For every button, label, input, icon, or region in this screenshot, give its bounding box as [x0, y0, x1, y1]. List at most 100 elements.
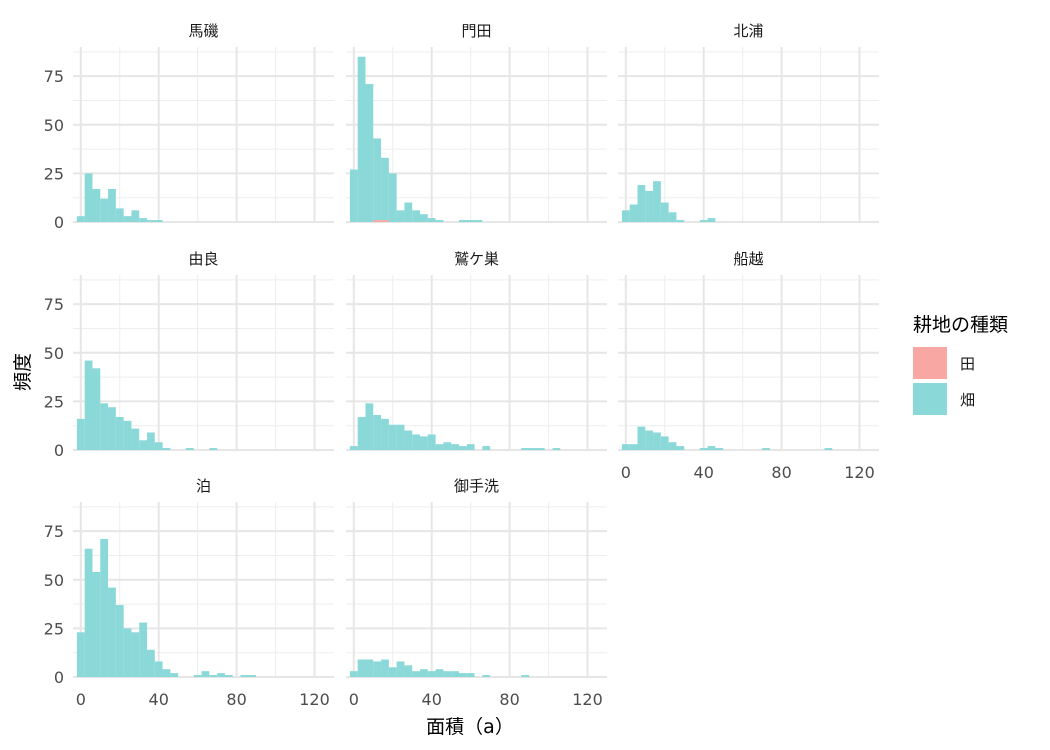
- histogram-bar: [824, 448, 833, 450]
- histogram-bar: [404, 430, 413, 450]
- histogram-bar: [92, 572, 101, 677]
- histogram-bar: [357, 416, 366, 450]
- histogram-bar: [458, 446, 467, 450]
- histogram-bar: [84, 173, 93, 222]
- histogram-bar: [676, 220, 685, 222]
- legend-swatch-field: [913, 383, 947, 415]
- legend-label: 畑: [960, 391, 975, 409]
- histogram-bar: [427, 218, 436, 222]
- x-tick-label: 40: [149, 690, 169, 709]
- x-tick-label: 0: [76, 690, 86, 709]
- histogram-bar: [224, 675, 233, 677]
- histogram-bar: [715, 448, 724, 450]
- histogram-bar: [123, 216, 132, 222]
- histogram-bar: [209, 448, 218, 450]
- histogram-bar: [84, 548, 93, 677]
- histogram-bar: [529, 448, 537, 450]
- y-tick-label: 0: [54, 668, 64, 687]
- histogram-bar: [115, 605, 124, 677]
- histogram-bar: [552, 448, 561, 450]
- histogram-bar: [92, 368, 101, 450]
- x-tick-label: 0: [621, 463, 631, 482]
- y-tick-label: 0: [54, 213, 64, 232]
- histogram-bar: [645, 190, 654, 222]
- histogram-bar: [621, 210, 630, 222]
- histogram-bar: [521, 448, 530, 450]
- y-tick-label: 25: [44, 392, 64, 411]
- histogram-bar: [154, 661, 163, 677]
- facet-title: 馬磯: [188, 22, 218, 40]
- facet-title: 由良: [188, 250, 218, 268]
- histogram-bar: [108, 587, 116, 677]
- histogram-bar: [193, 675, 202, 677]
- histogram-bar: [388, 173, 397, 222]
- histogram-bar: [123, 628, 132, 677]
- facet-title: 御手洗: [454, 477, 499, 495]
- histogram-bar: [637, 426, 646, 450]
- facet-title: 北浦: [733, 22, 763, 40]
- histogram-bar: [349, 446, 358, 450]
- histogram-bar: [653, 432, 661, 450]
- y-tick-label: 0: [54, 441, 64, 460]
- histogram-bar: [435, 444, 444, 450]
- histogram-bar: [451, 444, 459, 450]
- histogram-bar: [123, 420, 132, 450]
- histogram-bar: [435, 669, 444, 677]
- histogram-bar: [131, 632, 140, 677]
- histogram-bar: [381, 157, 389, 221]
- histogram-bar: [396, 661, 405, 677]
- x-tick-label: 0: [349, 690, 359, 709]
- legend-label: 田: [960, 355, 975, 373]
- histogram-bar: [373, 138, 382, 221]
- histogram-bar: [84, 360, 93, 450]
- histogram-bar: [660, 436, 669, 450]
- histogram-bar: [412, 210, 421, 222]
- y-tick-label: 75: [44, 295, 64, 314]
- histogram-bar: [154, 220, 163, 222]
- x-tick-label: 80: [771, 463, 791, 482]
- histogram-bar: [154, 442, 163, 450]
- histogram-bar: [381, 220, 389, 222]
- histogram-bar: [131, 428, 140, 450]
- histogram-bar: [115, 208, 124, 222]
- histogram-bar: [108, 188, 116, 222]
- histogram-bar: [420, 214, 428, 222]
- x-tick-label: 120: [572, 690, 603, 709]
- histogram-bar: [115, 416, 124, 450]
- histogram-bar: [707, 446, 716, 450]
- histogram-bar: [699, 448, 708, 450]
- histogram-bar: [536, 448, 545, 450]
- histogram-bar: [76, 632, 85, 677]
- histogram-bar: [396, 424, 405, 450]
- histogram-bar: [162, 448, 171, 450]
- histogram-bar: [427, 434, 436, 450]
- x-tick-label: 80: [499, 690, 519, 709]
- x-tick-label: 120: [844, 463, 875, 482]
- histogram-bar: [201, 671, 210, 677]
- histogram-bar: [420, 669, 428, 677]
- histogram-bar: [373, 415, 382, 450]
- y-tick-label: 50: [44, 571, 64, 590]
- histogram-bar: [365, 659, 374, 677]
- histogram-bar: [443, 442, 452, 450]
- histogram-bar: [349, 169, 358, 222]
- histogram-bar: [451, 671, 459, 677]
- histogram-bar: [427, 671, 436, 677]
- histogram-bar: [76, 216, 85, 222]
- facet-title: 船越: [733, 250, 763, 268]
- histogram-bar: [404, 665, 413, 677]
- histogram-bar: [185, 448, 194, 450]
- histogram-bar: [653, 181, 661, 222]
- histogram-bar: [147, 432, 155, 450]
- facet-title: 泊: [196, 477, 211, 495]
- histogram-bar: [381, 418, 389, 450]
- x-tick-label: 80: [226, 690, 246, 709]
- histogram-bar: [762, 448, 770, 450]
- histogram-bar: [365, 83, 374, 222]
- histogram-bar: [412, 671, 421, 677]
- histogram-bar: [147, 649, 155, 677]
- histogram-bar: [162, 669, 171, 677]
- histogram-bar: [365, 403, 374, 450]
- y-axis-title: 頻度: [12, 353, 34, 391]
